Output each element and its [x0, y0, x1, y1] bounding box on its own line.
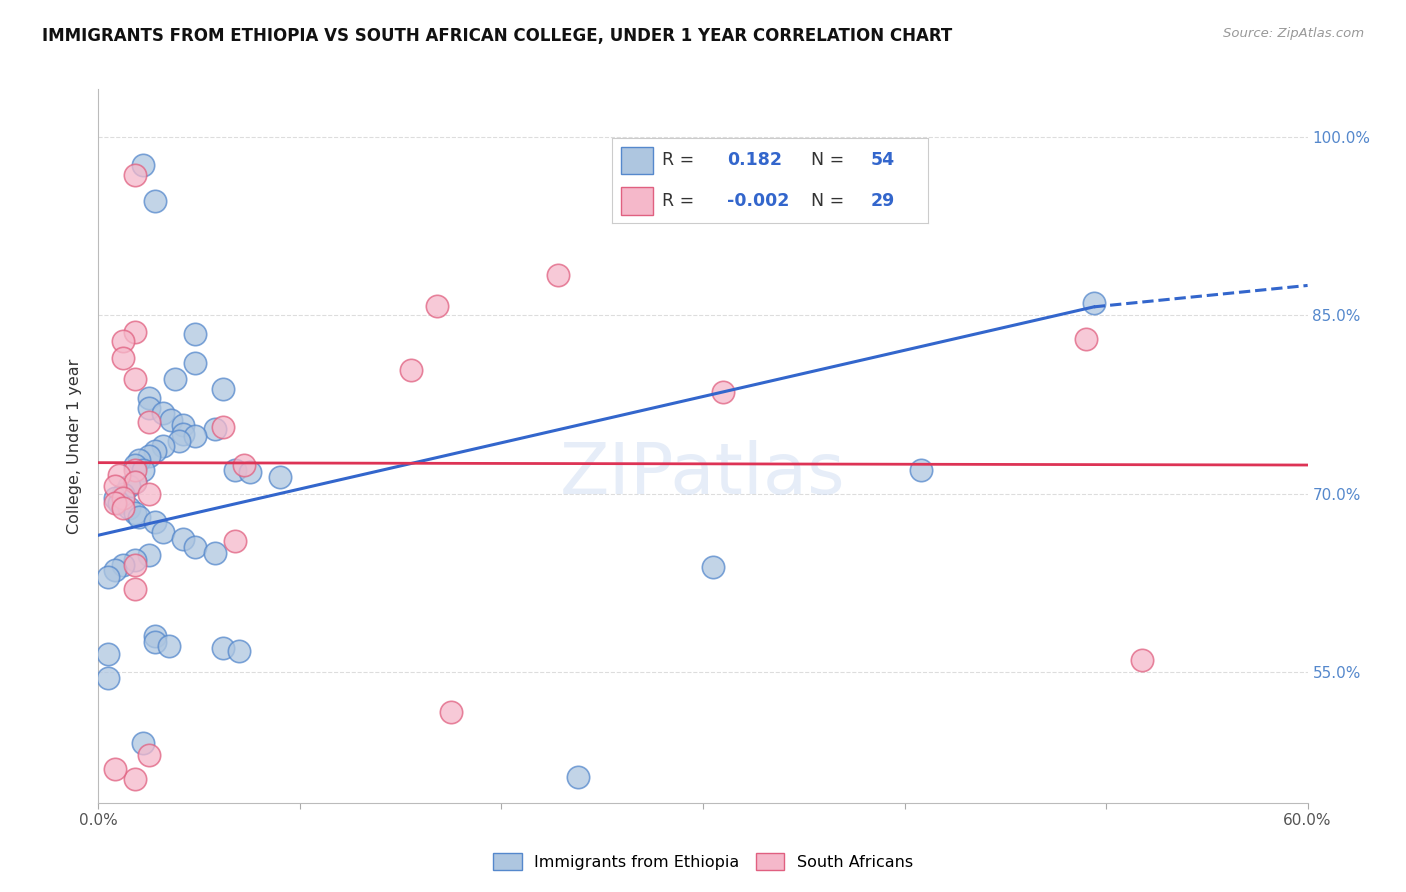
Point — [107, 467, 129, 482]
Point — [172, 532, 194, 546]
Point — [228, 643, 250, 657]
Point — [124, 168, 146, 182]
Point — [111, 500, 134, 515]
Point — [1083, 296, 1105, 310]
Point — [124, 325, 146, 339]
Point — [124, 475, 146, 489]
Point — [138, 392, 160, 406]
Point — [111, 491, 134, 506]
Point — [212, 420, 235, 434]
Point — [160, 413, 183, 427]
Point — [111, 558, 134, 572]
Point — [103, 479, 125, 493]
Point — [143, 515, 166, 529]
Point — [224, 463, 246, 477]
FancyBboxPatch shape — [621, 187, 652, 214]
Point — [132, 736, 155, 750]
Point — [124, 772, 146, 786]
Point — [103, 763, 125, 777]
Point — [910, 463, 932, 477]
Point — [97, 647, 120, 661]
Text: N =: N = — [811, 152, 844, 169]
Point — [138, 486, 160, 500]
Point — [212, 382, 235, 396]
Point — [184, 429, 207, 443]
Point — [269, 470, 291, 484]
Point — [143, 635, 166, 649]
Point — [111, 334, 134, 349]
Text: 29: 29 — [872, 192, 896, 210]
Point — [138, 415, 160, 429]
Point — [124, 475, 146, 489]
Point — [111, 351, 134, 365]
FancyBboxPatch shape — [621, 147, 652, 174]
Point — [184, 356, 207, 370]
Text: -0.002: -0.002 — [727, 192, 789, 210]
Y-axis label: College, Under 1 year: College, Under 1 year — [67, 359, 83, 533]
Point — [103, 491, 125, 506]
Point — [97, 671, 120, 685]
Point — [184, 540, 207, 554]
Text: ZIPatlas: ZIPatlas — [560, 440, 846, 509]
Point — [107, 496, 129, 510]
Point — [143, 443, 166, 458]
Point — [157, 639, 180, 653]
Point — [128, 510, 150, 524]
Point — [172, 427, 194, 442]
Text: IMMIGRANTS FROM ETHIOPIA VS SOUTH AFRICAN COLLEGE, UNDER 1 YEAR CORRELATION CHAR: IMMIGRANTS FROM ETHIOPIA VS SOUTH AFRICA… — [42, 27, 952, 45]
Point — [124, 506, 146, 520]
Text: Source: ZipAtlas.com: Source: ZipAtlas.com — [1223, 27, 1364, 40]
Point — [138, 748, 160, 763]
Point — [124, 558, 146, 572]
Point — [172, 417, 194, 432]
Point — [118, 500, 141, 515]
Point — [124, 553, 146, 567]
Point — [224, 534, 246, 549]
Point — [132, 463, 155, 477]
Point — [103, 563, 125, 577]
Point — [124, 372, 146, 386]
Point — [138, 449, 160, 463]
Point — [399, 363, 422, 377]
Point — [111, 486, 134, 500]
Legend: Immigrants from Ethiopia, South Africans: Immigrants from Ethiopia, South Africans — [486, 847, 920, 877]
Point — [97, 570, 120, 584]
Point — [1130, 653, 1153, 667]
Point — [567, 770, 589, 784]
Point — [167, 434, 190, 449]
Text: R =: R = — [662, 152, 695, 169]
Point — [184, 327, 207, 342]
Point — [103, 496, 125, 510]
Point — [152, 439, 174, 453]
Point — [212, 641, 235, 656]
Point — [163, 372, 186, 386]
Point — [128, 453, 150, 467]
Point — [138, 549, 160, 563]
Point — [711, 385, 734, 400]
Point — [440, 706, 463, 720]
Point — [124, 458, 146, 472]
Point — [232, 458, 254, 472]
Point — [143, 194, 166, 208]
Point — [547, 268, 569, 282]
Point — [426, 299, 449, 313]
Point — [204, 422, 226, 436]
Point — [152, 406, 174, 420]
Text: 54: 54 — [872, 152, 896, 169]
Point — [152, 524, 174, 539]
Text: N =: N = — [811, 192, 844, 210]
Text: 0.182: 0.182 — [727, 152, 782, 169]
Point — [239, 465, 262, 479]
Point — [204, 546, 226, 560]
Point — [124, 463, 146, 477]
Point — [702, 560, 724, 574]
Text: R =: R = — [662, 192, 695, 210]
Point — [132, 158, 155, 172]
Point — [118, 479, 141, 493]
Point — [143, 629, 166, 643]
Point — [138, 401, 160, 415]
Point — [124, 582, 146, 596]
Point — [1074, 332, 1097, 346]
